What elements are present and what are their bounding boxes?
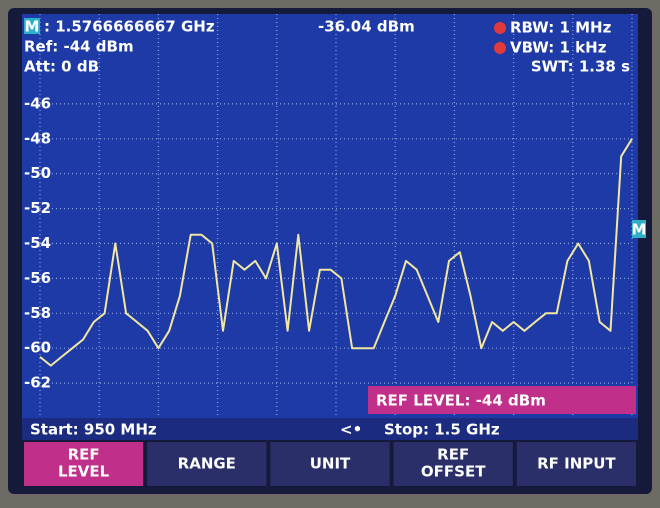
attenuation: Att: 0 dB (24, 58, 99, 76)
softkey-label: RF INPUT (537, 455, 616, 473)
trace-marker: M (632, 221, 647, 239)
page: {"screen": {"marker_badge": "M", "marker… (0, 0, 660, 508)
softkey-label: UNIT (310, 455, 351, 473)
y-tick-label: -46 (24, 94, 51, 112)
y-tick-label: -48 (24, 129, 51, 147)
start-frequency: Start: 950 MHz (30, 421, 157, 439)
stop-frequency: Stop: 1.5 GHz (384, 421, 500, 439)
softkey-label: RANGE (178, 455, 236, 473)
marker-badge: M (25, 18, 40, 36)
ref-level-readout: REF LEVEL: -44 dBm (376, 392, 546, 410)
y-tick-label: -56 (24, 269, 51, 287)
analyzer-screen: -46 -48 -50 -52 -54 -56 -58 -60 -62 M : 1.576666… (0, 0, 660, 508)
marker-level: -36.04 dBm (318, 18, 415, 36)
softkey-label: REF (68, 446, 100, 464)
reference: Ref: -44 dBm (24, 38, 134, 56)
softkey-label: LEVEL (58, 463, 110, 481)
rbw-indicator (494, 22, 506, 34)
rbw: RBW: 1 MHz (510, 19, 612, 37)
softkey-label: OFFSET (421, 463, 486, 481)
sweep-time: SWT: 1.38 s (531, 58, 630, 76)
vbw-indicator (494, 42, 506, 54)
y-tick-label: -62 (24, 374, 51, 392)
marker-frequency: : 1.5766666667 GHz (44, 18, 215, 36)
softkey-label: REF (437, 446, 469, 464)
y-tick-label: -60 (24, 339, 51, 357)
y-tick-label: -50 (24, 164, 51, 182)
y-tick-label: -58 (24, 304, 51, 322)
stop-arrow: <• (340, 421, 362, 439)
y-tick-label: -54 (24, 234, 51, 252)
y-tick-label: -52 (24, 199, 51, 217)
vbw: VBW: 1 kHz (510, 39, 607, 57)
